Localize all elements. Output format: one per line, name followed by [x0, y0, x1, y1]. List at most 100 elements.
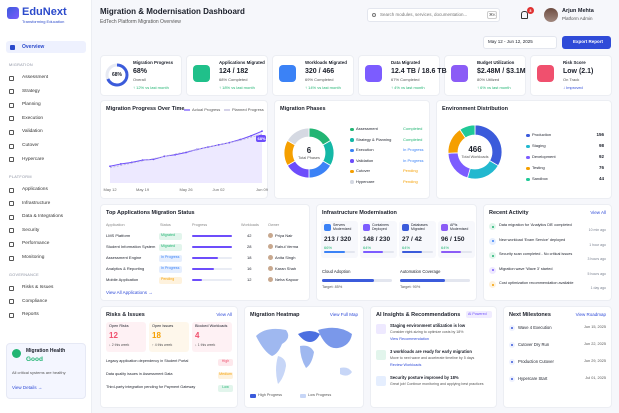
- kpi-delta: ↓ Improved: [563, 85, 583, 90]
- nav-item[interactable]: Risks & Issues: [22, 285, 54, 290]
- link[interactable]: View Recommendation: [390, 337, 429, 341]
- notification-count: 3: [529, 7, 532, 13]
- activity-text: Security scan completed - No critical is…: [499, 252, 573, 256]
- nav-item[interactable]: Assessment: [22, 75, 49, 80]
- nav-item[interactable]: Strategy: [22, 88, 40, 94]
- cell: Mobile Application: [106, 277, 139, 282]
- nav-item[interactable]: Infrastructure: [22, 200, 51, 206]
- kpi-sub: 80% Utilized: [477, 77, 500, 82]
- tile-value: 213 / 320: [324, 236, 352, 243]
- nav-item[interactable]: Execution: [22, 115, 44, 121]
- search-box[interactable]: [367, 8, 500, 22]
- stat-box: [192, 322, 232, 352]
- date-range[interactable]: May 12 - Jun 12, 2025: [488, 39, 533, 44]
- date-picker[interactable]: [483, 36, 557, 49]
- stat-label: Open Risks: [109, 324, 129, 328]
- health-title: Migration Health: [26, 348, 66, 354]
- link[interactable]: View All: [590, 210, 606, 215]
- stat-box: [149, 322, 189, 352]
- risk-text: Data quality issues in Assessment Data: [106, 372, 173, 376]
- legend-label: Development: [532, 154, 556, 159]
- bar-label: Automation Coverage: [400, 269, 441, 274]
- phase-status: In Progress: [403, 147, 424, 152]
- link[interactable]: View Roadmap: [575, 312, 606, 317]
- risk-level: Low: [222, 385, 229, 389]
- nav-item[interactable]: Reports: [22, 312, 39, 318]
- legend-label: Staging: [532, 143, 546, 148]
- nav-item[interactable]: Applications: [22, 187, 48, 192]
- link[interactable]: View All Applications →: [106, 290, 153, 295]
- kpi-sub: 69% Completed: [305, 77, 334, 82]
- nav-icon: [9, 116, 14, 122]
- milestone-name: Wave 4 Execution: [518, 325, 552, 330]
- kpi-value: $2.48M / $3.1M: [477, 68, 526, 75]
- nav-item[interactable]: Monitoring: [22, 255, 45, 260]
- bell-icon[interactable]: [521, 11, 528, 19]
- status-pill: [159, 232, 182, 240]
- nav-item[interactable]: Security: [22, 227, 40, 233]
- tile-bar: [402, 251, 422, 253]
- ai-text: Great job! Continue monitoring and apply…: [390, 382, 484, 386]
- link[interactable]: Review Workloads: [390, 363, 422, 367]
- risk-text: Third-party integration pending for Paym…: [106, 385, 196, 389]
- link[interactable]: View Full Map: [329, 312, 358, 317]
- avatar[interactable]: [544, 8, 558, 22]
- table-header: Progress: [192, 223, 208, 227]
- nav-active[interactable]: [6, 41, 86, 53]
- kpi-label: Applications Migrated: [219, 60, 265, 65]
- legend-value: 76: [598, 165, 604, 170]
- activity-text: Migration wave 'Wave 3' started: [499, 266, 553, 271]
- nav-item[interactable]: Performance: [22, 241, 50, 247]
- point: [261, 130, 263, 133]
- section-title: Next Milestones: [509, 312, 551, 318]
- export-label[interactable]: Export Report: [573, 39, 604, 44]
- export-button[interactable]: [562, 36, 611, 49]
- section-title: AI Insights & Recommendations: [376, 312, 461, 318]
- risk-pill: [218, 371, 233, 379]
- nav-icon: [9, 214, 14, 220]
- risk-pill: [218, 358, 233, 366]
- kpi-delta: ↑ 6% vs last month: [477, 85, 511, 90]
- nav-item[interactable]: Validation: [22, 129, 43, 135]
- nav-icon: [9, 201, 14, 207]
- stat-box: [106, 322, 146, 352]
- milestone-date: Jun 29, 2025: [584, 359, 606, 363]
- legend-label: Cutover: [356, 168, 371, 173]
- kpi-icon: [537, 65, 554, 82]
- kpi-sub: Overall: [133, 77, 146, 82]
- milestone-date: Jun 15, 2025: [584, 325, 606, 329]
- nav-item[interactable]: Hypercare: [22, 156, 45, 162]
- stat-label: Blocked Workloads: [195, 324, 228, 328]
- health-link[interactable]: View Details →: [12, 385, 43, 390]
- table-card: [100, 204, 310, 301]
- tile-icon: [441, 224, 448, 231]
- nav-item[interactable]: Data & Integrations: [22, 214, 64, 220]
- nav-item[interactable]: Overview: [22, 44, 45, 50]
- legend-value: 92: [598, 154, 604, 159]
- kpi-icon: [365, 65, 382, 82]
- bar: [400, 279, 445, 282]
- x-tick-label: May 19: [136, 187, 150, 192]
- tile-pct: 64%: [402, 245, 411, 250]
- tagline: Transforming Education: [22, 19, 65, 24]
- kpi-delta: ↑ 14% vs last month: [305, 85, 341, 90]
- milestone-name: Production Cutover: [518, 359, 554, 364]
- stat-value: 4: [195, 331, 200, 340]
- ai-icon: [376, 350, 386, 360]
- nav-icon: [9, 255, 14, 261]
- risk-level: Medium: [219, 372, 232, 376]
- kpi-label: Migration Progress: [133, 60, 174, 65]
- kpi-sub: 68% Completed: [219, 77, 248, 82]
- nav-item[interactable]: Cutover: [22, 143, 39, 148]
- search-placeholder[interactable]: Search modules, services, documentation.…: [380, 12, 468, 17]
- tile-value: 96 / 150: [441, 236, 465, 243]
- user-role: Platform Admin: [562, 16, 593, 21]
- link[interactable]: View All: [216, 312, 232, 317]
- nav-item[interactable]: Planning: [22, 102, 41, 108]
- health-icon: [12, 349, 21, 358]
- status-pill: [159, 254, 182, 262]
- section-title: Infrastructure Modernisation: [322, 210, 397, 216]
- activity-dot: [491, 240, 494, 242]
- nav-item[interactable]: Compliance: [22, 298, 48, 304]
